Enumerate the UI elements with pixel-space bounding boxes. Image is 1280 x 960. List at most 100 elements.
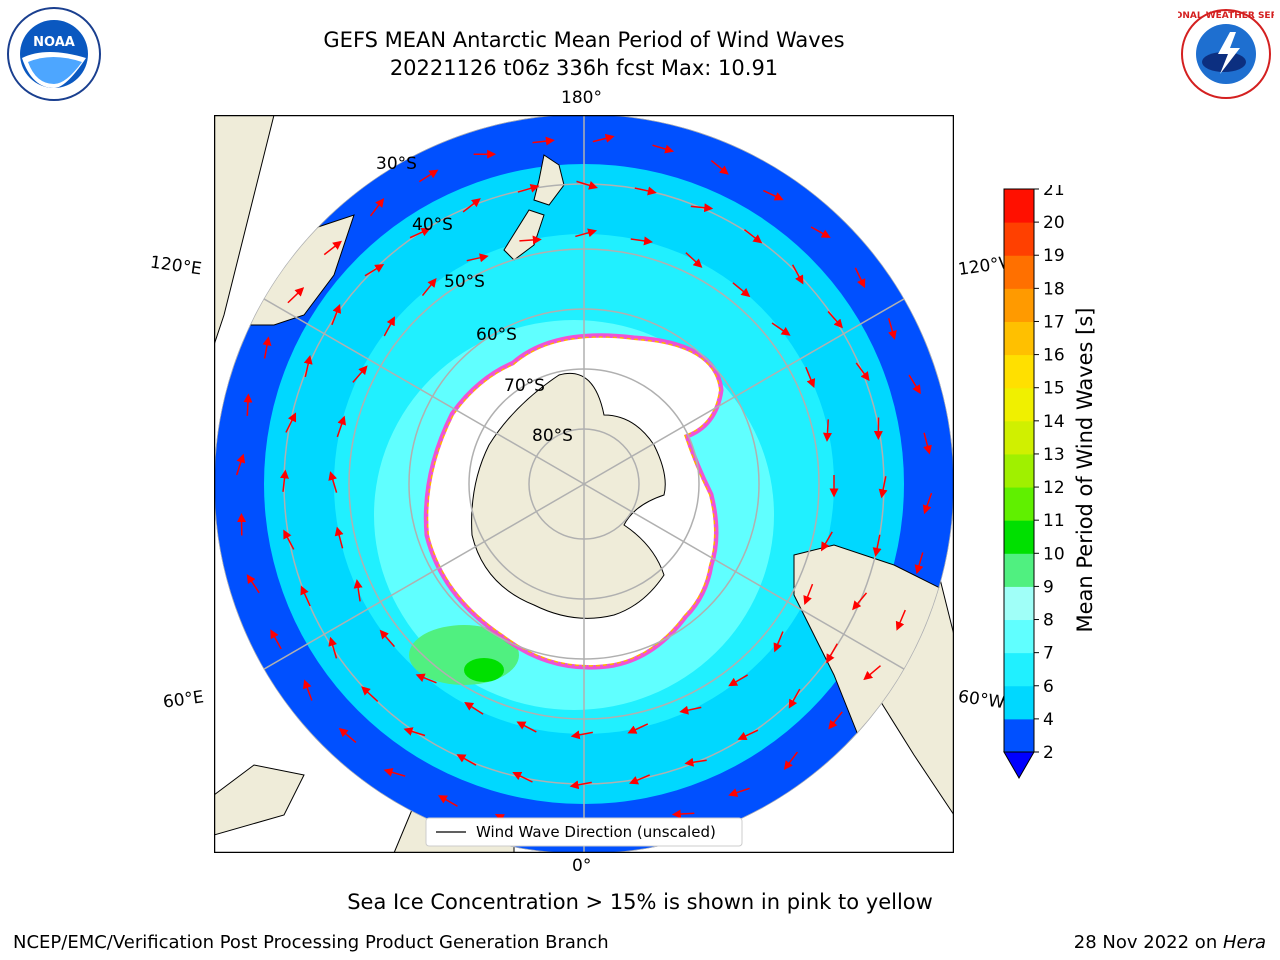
wind-arrow (262, 336, 272, 359)
wind-arrow (854, 267, 866, 289)
wind-arrow (732, 282, 751, 298)
wind-arrow (283, 529, 295, 550)
colorbar-segment (1004, 255, 1034, 289)
wind-arrow (783, 751, 799, 771)
colorbar-tick-label: 7 (1043, 644, 1054, 664)
colorbar-tick-label: 19 (1043, 246, 1065, 266)
colorbar-tick-label: 13 (1043, 445, 1065, 465)
colorbar-tick-label: 10 (1043, 544, 1065, 564)
wind-arrow (352, 365, 368, 383)
wind-arrow (285, 412, 297, 433)
noaa-logo: NOAA (7, 7, 101, 101)
map-border (214, 115, 954, 853)
meridians (214, 115, 954, 853)
wind-arrow (685, 252, 703, 268)
colorbar: 2 4 6 7 8 9 10 11 12 13 14 15 16 17 18 19 20 21 (1003, 185, 1065, 780)
wind-arrow (826, 643, 838, 664)
colorbar-segment (1004, 520, 1034, 554)
wind-arrow (409, 227, 431, 239)
wind-arrow (822, 419, 832, 442)
polar-map: 30°S 40°S 50°S 60°S 70°S 80°S Wind Wave … (214, 115, 954, 853)
wind-arrow (634, 186, 657, 196)
footer-date-text: 28 Nov 2022 on (1073, 932, 1223, 953)
wind-arrow (532, 136, 555, 146)
wind-arrow (369, 198, 385, 217)
colorbar-tick-label: 9 (1043, 577, 1054, 597)
wind-arrow (403, 727, 426, 737)
footer-organization: NCEP/EMC/Verification Post Processing Pr… (13, 932, 609, 953)
wind-arrow (771, 322, 791, 336)
wind-arrow (517, 183, 540, 193)
wind-arrow (336, 415, 346, 438)
colorbar-segment (1004, 619, 1034, 654)
wind-arrow (270, 629, 282, 650)
colorbar-tick-label: 6 (1043, 677, 1054, 697)
legend-label: Wind Wave Direction (unscaled) (476, 823, 716, 841)
wind-arrow (791, 264, 804, 285)
wind-arrow (878, 476, 888, 499)
wind-arrow (243, 393, 253, 416)
wind-arrow (828, 711, 843, 730)
wind-arrow (421, 278, 437, 297)
wind-arrow (728, 787, 750, 797)
wind-arrow (763, 189, 784, 201)
colorbar-tick-label: 4 (1043, 710, 1054, 730)
chart-subtitle: 20221126 t06z 336h fcst Max: 10.91 (389, 56, 779, 80)
wind-arrow (895, 609, 906, 631)
wind-arrow (576, 180, 598, 190)
colorbar-tick-label: 12 (1043, 478, 1065, 498)
colorbar-tick-label: 16 (1043, 346, 1065, 366)
wind-arrow (569, 780, 592, 790)
wind-arrow (805, 366, 816, 389)
antarctica-land (471, 373, 666, 619)
lat-label-50s: 50°S (444, 272, 485, 292)
wind-arrow (415, 673, 437, 684)
wind-arrow (743, 229, 763, 244)
wind-arrow (519, 235, 542, 245)
wind-arrow (361, 686, 379, 703)
wind-arrow (810, 226, 831, 238)
wind-arrow (383, 316, 395, 337)
wind-arrow (821, 531, 833, 552)
colorbar-segment (1004, 420, 1034, 455)
footer-date: 28 Nov 2022 on Hera (1074, 932, 1266, 953)
chart-title: GEFS MEAN Antarctic Mean Period of Wind … (323, 28, 845, 52)
lat-label-80s: 80°S (532, 426, 573, 446)
wind-arrow (852, 592, 868, 611)
wind-arrow (788, 688, 801, 709)
wind-arrow (914, 552, 924, 575)
colorbar-segment (1004, 354, 1034, 389)
sea-ice-caption: Sea Ice Concentration > 15% is shown in … (347, 890, 933, 914)
colorbar-segment (1004, 387, 1034, 422)
wind-arrow (630, 236, 654, 246)
wind-arrow (364, 264, 385, 277)
lat-label-40s: 40°S (412, 215, 453, 235)
colorbar-frame (1003, 188, 1035, 753)
colorbar-title: Mean Period of Wind Waves [s] (1073, 307, 1097, 633)
wind-arrow (690, 203, 714, 213)
wind-arrow (235, 453, 246, 476)
wind-arrow (512, 771, 533, 783)
wind-arrow (923, 432, 932, 455)
wind-arrow (331, 303, 342, 326)
colorbar-segment (1004, 321, 1034, 356)
lon-label-0: 0° (572, 856, 592, 876)
colorbar-tick-label: 11 (1043, 511, 1065, 531)
wind-arrow (334, 526, 344, 549)
colorbar-tick-label: 2 (1043, 743, 1054, 763)
wind-arrow (418, 169, 439, 183)
wind-arrow (300, 585, 311, 607)
lat-label-60s: 60°S (476, 325, 517, 345)
colorbar-segment (1004, 652, 1034, 687)
wind-arrow (328, 471, 338, 493)
colorbar-tick-label: 15 (1043, 379, 1065, 399)
colorbar-under-arrow (1003, 751, 1035, 780)
colorbar-segment (1004, 718, 1034, 753)
noaa-logo-text: NOAA (33, 35, 75, 50)
wind-arrow (652, 144, 675, 154)
lon-label-180: 180° (561, 88, 602, 108)
wind-arrow (456, 754, 477, 766)
wind-arrow (437, 795, 458, 807)
nws-logo-text: NATIONAL WEATHER SERVICE (1178, 11, 1274, 21)
new-zealand-land (533, 154, 565, 206)
